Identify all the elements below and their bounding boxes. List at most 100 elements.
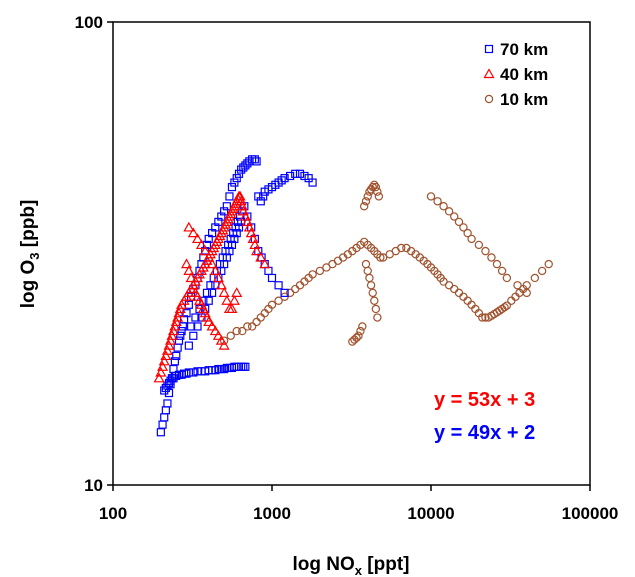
data-point bbox=[193, 322, 202, 331]
legend-label: 10 km bbox=[500, 90, 548, 109]
y-axis-ticks: 10 100 bbox=[75, 13, 113, 495]
data-point bbox=[172, 371, 181, 381]
data-point bbox=[191, 233, 204, 244]
data-point bbox=[170, 357, 179, 366]
data-point bbox=[254, 192, 263, 201]
data-point bbox=[174, 336, 184, 345]
data-point bbox=[373, 313, 382, 322]
data-point bbox=[215, 279, 227, 290]
data-point bbox=[286, 171, 295, 181]
legend-marker bbox=[483, 68, 495, 79]
data-point bbox=[315, 266, 325, 276]
data-point bbox=[378, 253, 388, 262]
data-point bbox=[183, 265, 195, 276]
x-tick-label: 100 bbox=[99, 504, 127, 523]
data-point bbox=[366, 281, 376, 290]
data-point bbox=[500, 303, 509, 312]
data-point bbox=[180, 258, 193, 269]
data-point bbox=[249, 239, 261, 250]
data-point bbox=[225, 247, 234, 256]
data-point bbox=[370, 296, 379, 305]
x-tick-label: 1000 bbox=[253, 504, 291, 523]
data-point bbox=[356, 326, 365, 336]
equation-annotations: y = 53x + 3 y = 49x + 2 bbox=[434, 389, 535, 444]
regression-equation: y = 49x + 2 bbox=[434, 422, 535, 444]
data-point bbox=[368, 182, 377, 192]
data-point bbox=[212, 272, 224, 283]
data-point bbox=[187, 227, 199, 238]
data-point bbox=[199, 245, 211, 256]
data-point bbox=[368, 288, 377, 298]
data-point bbox=[187, 279, 199, 290]
data-point bbox=[222, 202, 231, 211]
data-point bbox=[221, 295, 233, 305]
data-point bbox=[204, 296, 213, 305]
x-tick-label: 100000 bbox=[562, 504, 619, 523]
data-point bbox=[252, 317, 261, 327]
data-point bbox=[182, 309, 191, 318]
data-point bbox=[291, 169, 300, 178]
data-point bbox=[250, 155, 259, 164]
data-point bbox=[189, 331, 198, 340]
data-point bbox=[177, 326, 186, 336]
data-point bbox=[217, 212, 226, 221]
data-point bbox=[218, 339, 230, 350]
data-point bbox=[163, 399, 172, 408]
data-point bbox=[454, 217, 464, 227]
data-point bbox=[295, 169, 305, 178]
data-point bbox=[267, 300, 277, 310]
data-point bbox=[350, 335, 359, 344]
series-10-km bbox=[219, 180, 553, 346]
data-point bbox=[187, 322, 196, 331]
data-point bbox=[459, 223, 468, 232]
data-point bbox=[255, 251, 267, 262]
data-point bbox=[300, 171, 309, 181]
data-point bbox=[230, 178, 239, 187]
data-point bbox=[231, 287, 243, 297]
data-point bbox=[497, 266, 507, 276]
data-point bbox=[371, 304, 381, 314]
data-point bbox=[232, 228, 241, 238]
legend-marker bbox=[484, 44, 494, 54]
data-point bbox=[241, 362, 250, 371]
data-point bbox=[167, 325, 179, 336]
data-point bbox=[444, 207, 454, 216]
data-point bbox=[232, 326, 241, 336]
data-point bbox=[184, 341, 193, 350]
data-point bbox=[537, 266, 547, 276]
data-point bbox=[222, 253, 231, 262]
data-points bbox=[153, 155, 553, 437]
data-point bbox=[237, 165, 246, 174]
data-point bbox=[166, 330, 178, 340]
regression-equation: y = 53x + 3 bbox=[434, 389, 535, 411]
data-point bbox=[478, 313, 487, 322]
data-point bbox=[218, 287, 230, 297]
data-point bbox=[376, 253, 385, 262]
data-point bbox=[544, 259, 553, 269]
legend: 70 km 40 km 10 km bbox=[483, 40, 548, 109]
data-point bbox=[225, 192, 234, 201]
data-point bbox=[247, 322, 257, 331]
data-point bbox=[463, 228, 472, 238]
data-point bbox=[474, 240, 484, 250]
data-point bbox=[195, 239, 207, 250]
data-point bbox=[373, 187, 382, 196]
data-point bbox=[426, 192, 436, 201]
data-point bbox=[280, 174, 289, 183]
data-point bbox=[157, 361, 169, 371]
data-point bbox=[259, 192, 268, 201]
data-point bbox=[274, 281, 283, 290]
data-point bbox=[203, 251, 215, 262]
data-point bbox=[359, 202, 369, 211]
data-point bbox=[183, 221, 195, 232]
data-point bbox=[522, 288, 531, 298]
data-point bbox=[158, 355, 170, 366]
data-point bbox=[243, 322, 252, 331]
data-point bbox=[361, 197, 371, 206]
data-point bbox=[209, 325, 221, 336]
data-point bbox=[234, 169, 244, 178]
data-point bbox=[280, 288, 289, 297]
y-tick-label: 100 bbox=[75, 13, 103, 32]
legend-marker bbox=[484, 94, 494, 104]
